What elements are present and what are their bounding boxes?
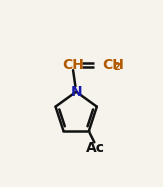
Text: Ac: Ac: [86, 141, 105, 155]
Text: CH: CH: [62, 58, 84, 72]
Text: N: N: [70, 85, 82, 99]
Text: 2: 2: [113, 62, 120, 73]
Text: CH: CH: [103, 58, 124, 72]
